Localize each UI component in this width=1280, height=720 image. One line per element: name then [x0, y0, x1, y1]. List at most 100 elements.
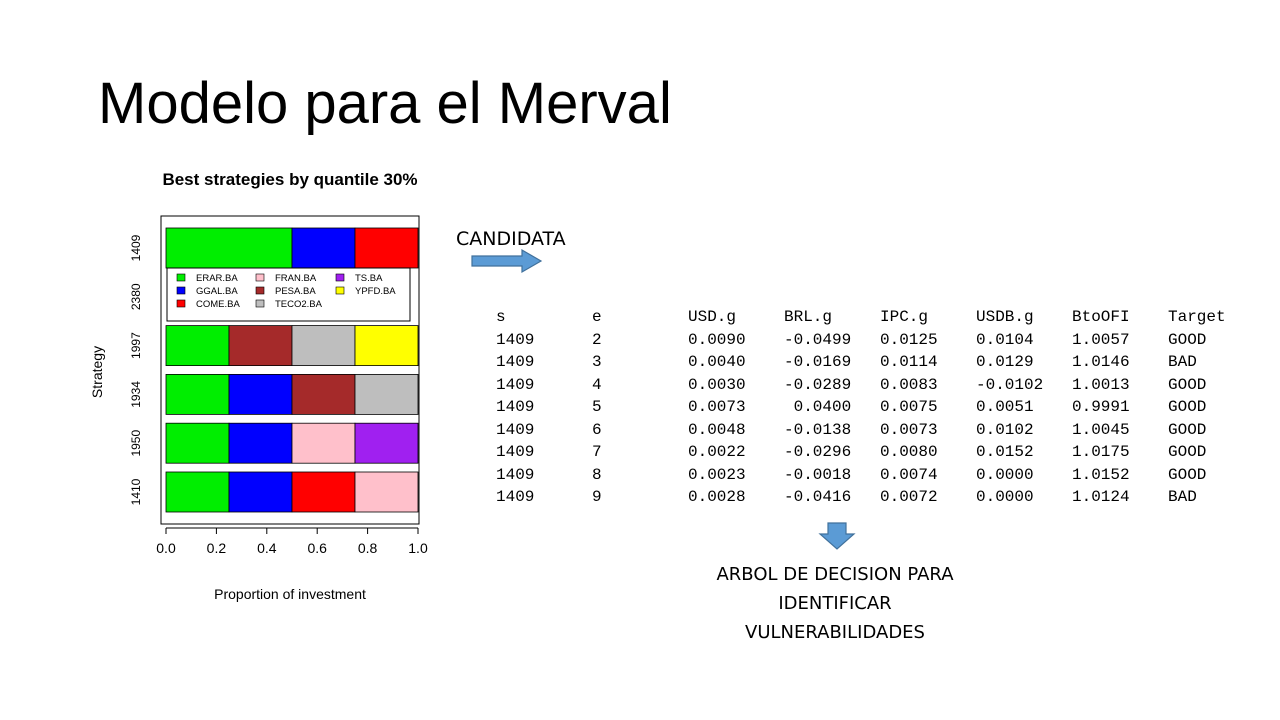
table-cell: 3 — [592, 353, 602, 372]
category-label: 1997 — [129, 332, 143, 359]
bar-segment — [165, 227, 293, 269]
table-header-cell: USD.g — [688, 308, 737, 327]
legend: ERAR.BA FRAN.BA TS.BA GGAL.BA PESA.BA YPFD.BA… — [166, 267, 411, 322]
table-cell: 1409 — [496, 420, 535, 439]
table-cell: 0.0048 — [688, 420, 746, 439]
legend-label: COME.BA — [196, 299, 240, 310]
table-row: 1409 4 0.0030 -0.0289 0.0083 -0.0102 1.0013 GOO… — [496, 374, 1248, 397]
bar-segment — [228, 373, 293, 415]
table-cell: 0.0040 — [688, 353, 746, 372]
table-cell: 0.0114 — [880, 353, 938, 372]
bar-segment — [228, 325, 293, 367]
table-cell: 0.0104 — [976, 330, 1034, 349]
table-cell: 4 — [592, 375, 602, 394]
legend-label: ERAR.BA — [196, 273, 238, 284]
table-cell: -0.0296 — [784, 443, 852, 462]
table-header-row: s e USD.g BRL.g IPC.g USDB.g BtoOFI Target — [496, 306, 1248, 329]
table-cell: 1.0013 — [1072, 375, 1130, 394]
caption-line: ARBOL DE DECISION PARA — [716, 564, 954, 585]
table-cell: 0.0028 — [688, 488, 746, 507]
stacked-bar-chart: Best strategies by quantile 30% 1409 2380… — [89, 170, 428, 602]
bar-segment — [291, 227, 356, 269]
table-cell: 0.0074 — [880, 465, 938, 484]
arrow-right-icon — [471, 248, 543, 274]
table-cell: 1409 — [496, 353, 535, 372]
table-cell: GOOD — [1168, 420, 1207, 439]
legend-label: GGAL.BA — [196, 286, 238, 297]
chart-title: Best strategies by quantile 30% — [162, 170, 417, 189]
bars-group — [165, 227, 419, 513]
table-cell: 1409 — [496, 443, 535, 462]
table-cell: -0.0416 — [784, 488, 852, 507]
legend-swatch — [176, 299, 186, 308]
legend-swatch — [255, 299, 265, 308]
bar-segment — [291, 373, 356, 415]
table-cell: 1.0045 — [1072, 420, 1130, 439]
slide-title: Modelo para el Merval — [98, 71, 672, 136]
table-cell: GOOD — [1168, 398, 1207, 417]
table-cell: 0.0022 — [688, 443, 746, 462]
table-cell: 1409 — [496, 375, 535, 394]
table-cell: 1409 — [496, 398, 535, 417]
table-cell: 0.0000 — [976, 465, 1034, 484]
table-cell: 0.0072 — [880, 488, 938, 507]
table-cell: 0.0023 — [688, 465, 746, 484]
table-cell: 0.0400 — [784, 398, 852, 417]
x-tick-label: 0.8 — [358, 540, 378, 556]
legend-label: PESA.BA — [275, 286, 316, 297]
table-cell: 1.0146 — [1072, 353, 1130, 372]
bar-segment — [165, 373, 230, 415]
bar-segment — [354, 325, 419, 367]
legend-swatch — [176, 286, 186, 295]
y-axis-label: Strategy — [89, 346, 105, 398]
legend-label: TS.BA — [355, 273, 383, 284]
candidata-label: CANDIDATA — [456, 228, 566, 250]
legend-label: FRAN.BA — [275, 273, 317, 284]
bar-segment — [354, 471, 419, 513]
caption-line: IDENTIFICAR — [778, 593, 892, 614]
category-labels: 1409 2380 1997 1934 1950 1410 — [129, 234, 143, 505]
table-cell: -0.0169 — [784, 353, 852, 372]
table-cell: 0.0051 — [976, 398, 1034, 417]
bar-segment — [291, 422, 356, 464]
table-cell: -0.0499 — [784, 330, 852, 349]
decision-tree-caption: ARBOL DE DECISION PARA IDENTIFICAR VULNE… — [690, 560, 980, 647]
table-cell: 2 — [592, 330, 602, 349]
table-cell: 1.0175 — [1072, 443, 1130, 462]
table-cell: 1409 — [496, 488, 535, 507]
category-label: 1410 — [129, 478, 143, 505]
bar-segment — [165, 325, 230, 367]
table-row: 1409 7 0.0022 -0.0296 0.0080 0.0152 1.0175 GOOD — [496, 441, 1248, 464]
table-cell: GOOD — [1168, 330, 1207, 349]
table-cell: 0.0073 — [688, 398, 746, 417]
table-row: 1409 8 0.0023 -0.0018 0.0074 0.0000 1.0152 GOOD — [496, 464, 1248, 487]
table-cell: 7 — [592, 443, 602, 462]
table-body: 1409 2 0.0090 -0.0499 0.0125 0.0104 1.0057 GOOD… — [496, 329, 1248, 509]
x-tick-label: 0.2 — [207, 540, 227, 556]
table-header-cell: IPC.g — [880, 308, 929, 327]
bar-segment — [354, 422, 419, 464]
x-axis: 0.0 0.2 0.4 0.6 0.8 1.0 — [156, 527, 428, 556]
table-cell: 1409 — [496, 465, 535, 484]
x-axis-label: Proportion of investment — [214, 586, 366, 602]
table-cell: 0.0000 — [976, 488, 1034, 507]
table-header-cell: USDB.g — [976, 308, 1034, 327]
bar-segment — [228, 422, 293, 464]
table-cell: 9 — [592, 488, 602, 507]
bar-segment — [354, 373, 419, 415]
table-row: 1409 6 0.0048 -0.0138 0.0073 0.0102 1.0045 GOOD — [496, 419, 1248, 442]
table-cell: 0.0075 — [880, 398, 938, 417]
table-cell: 1.0124 — [1072, 488, 1130, 507]
table-cell: 0.0080 — [880, 443, 938, 462]
legend-swatch — [255, 273, 265, 282]
table-cell: 0.0129 — [976, 353, 1034, 372]
x-tick-label: 0.4 — [257, 540, 277, 556]
table-cell: GOOD — [1168, 465, 1207, 484]
table-row: 1409 3 0.0040 -0.0169 0.0114 0.0129 1.0146 BAD — [496, 351, 1248, 374]
table-cell: 0.0030 — [688, 375, 746, 394]
bar-segment — [165, 422, 230, 464]
table-row: 1409 2 0.0090 -0.0499 0.0125 0.0104 1.0057 GOOD — [496, 329, 1248, 352]
table-cell: BAD — [1168, 488, 1197, 507]
legend-swatch — [335, 273, 345, 282]
table-cell: -0.0018 — [784, 465, 852, 484]
